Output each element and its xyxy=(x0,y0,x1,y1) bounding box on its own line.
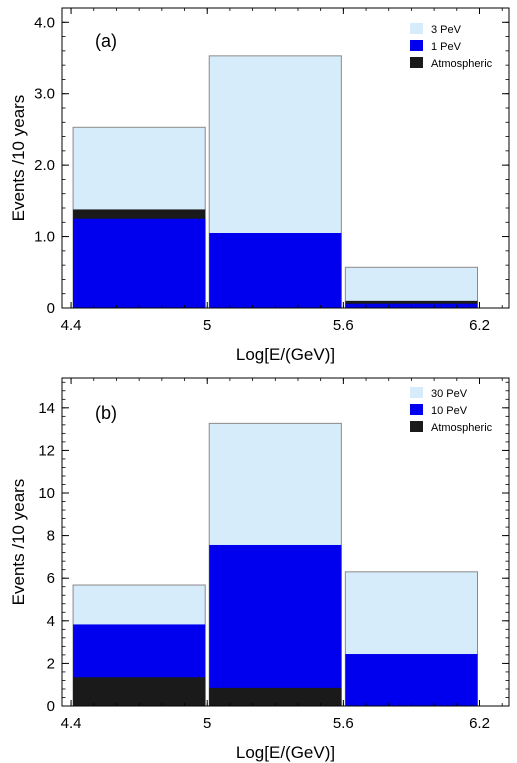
legend-swatch xyxy=(410,421,423,432)
y-tick-label: 8 xyxy=(47,528,55,545)
x-tick-label: 5.6 xyxy=(333,317,354,334)
legend-label: Atmospheric xyxy=(431,422,493,434)
x-tick-label: 6.2 xyxy=(469,317,490,334)
legend-swatch xyxy=(410,57,423,68)
legend-label: 10 PeV xyxy=(431,405,468,417)
legend: 30 PeV 10 PeV Atmospheric xyxy=(410,387,493,434)
x-tick-label: 4.4 xyxy=(61,715,82,732)
x-tick-label: 4.4 xyxy=(61,317,82,334)
x-axis-title: Log[E/(GeV)] xyxy=(236,743,335,762)
bar-atmospheric-bin-2 xyxy=(209,687,342,706)
y-tick-label: 2 xyxy=(47,655,55,672)
legend: 3 PeV 1 PeV Atmospheric xyxy=(410,23,493,70)
panel-label: (a) xyxy=(95,31,117,51)
legend-label: 30 PeV xyxy=(431,388,468,400)
y-tick-label: 4.0 xyxy=(34,14,55,31)
plot-frame xyxy=(61,7,510,309)
panel-label: (b) xyxy=(95,403,117,423)
legend-swatch xyxy=(410,40,423,51)
y-tick-label: 4 xyxy=(47,613,55,630)
y-tick-label: 1.0 xyxy=(34,229,55,246)
y-tick-label: 0 xyxy=(47,300,55,317)
bar-1-pev-bin-1 xyxy=(73,218,206,308)
y-tick-label: 12 xyxy=(38,442,55,459)
legend-swatch xyxy=(410,23,423,34)
bar-10-pev-bin-3 xyxy=(345,654,478,706)
y-axis-title: Events /10 years xyxy=(9,95,28,222)
x-tick-label: 5 xyxy=(203,317,211,334)
x-tick-label: 5 xyxy=(203,715,211,732)
chart-panel-b: 4.4 5 5.6 6.2 0 2 4 6 8 10 12 14 Log[E/(GeV)] Events … xyxy=(9,377,510,762)
bar-atmospheric-bin-1 xyxy=(73,677,206,706)
legend-label: 3 PeV xyxy=(431,24,462,36)
chart-panel-a: 4.4 5 5.6 6.2 0 1.0 2.0 3.0 4.0 Log[E/(GeV)] Event… xyxy=(9,7,510,364)
x-tick-label: 6.2 xyxy=(469,715,490,732)
y-tick-label: 6 xyxy=(47,570,55,587)
bar-10-pev-bin-2 xyxy=(209,544,342,706)
legend-swatch xyxy=(410,404,423,415)
y-tick-label: 10 xyxy=(38,485,55,502)
legend-swatch xyxy=(410,387,423,398)
x-axis-title: Log[E/(GeV)] xyxy=(236,345,335,364)
x-tick-label: 5.6 xyxy=(333,715,354,732)
legend-label: 1 PeV xyxy=(431,41,462,53)
bar-1-pev-bin-2 xyxy=(209,233,342,308)
y-tick-label: 3.0 xyxy=(34,86,55,103)
y-axis-title: Events /10 years xyxy=(9,479,28,606)
y-tick-label: 2.0 xyxy=(34,157,55,174)
y-tick-label: 14 xyxy=(38,400,55,417)
y-tick-label: 0 xyxy=(47,698,55,715)
plot-frame xyxy=(61,377,510,707)
legend-label: Atmospheric xyxy=(431,58,493,70)
